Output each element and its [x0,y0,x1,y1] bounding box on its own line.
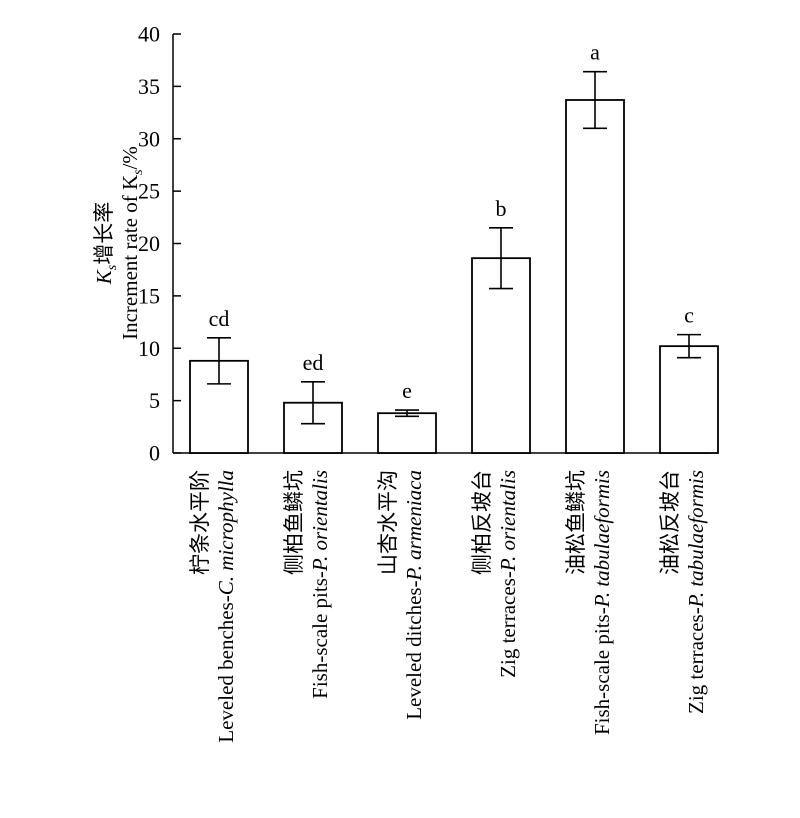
significance-label: b [496,196,507,221]
significance-label: ed [303,350,324,375]
axes [172,34,710,454]
category-label-en: Leveled ditches-P. armeniaca [402,470,426,720]
category-en-species: P. armeniaca [402,470,426,581]
significance-label: e [402,378,412,403]
category-label-en: Zig terraces-P. tabulaeformis [684,470,708,714]
y-tick-label: 25 [138,179,160,204]
y-tick-label: 30 [138,126,160,151]
y-title-k-sub: s [105,264,120,270]
category-label-zh: 侧柏反坡台 [470,470,494,575]
bars: cd ed e b a c [189,40,719,454]
bar [377,412,437,454]
y-title-en-suffix: /% [118,146,142,169]
y-axis-title: Ks增长率 Increment rate of Ks/% [92,146,146,340]
category-label-en: Leveled benches-C. microphylla [214,470,238,743]
y-tick-label: 5 [149,388,160,413]
bar [565,99,625,454]
category-label-zh: 油松鱼鳞坑 [564,470,588,575]
category-en-prefix: Leveled ditches- [402,580,426,719]
bar [659,345,719,454]
y-tick-label: 35 [138,74,160,99]
category-en-species: C. microphylla [214,470,238,595]
significance-label: cd [209,306,230,331]
y-title-zh: 增长率 [92,202,116,265]
y-title-en-sub: s [131,169,146,175]
category-en-prefix: Zig terraces- [684,607,708,714]
category-en-species: P. tabulaeformis [684,470,708,608]
y-axis-title-line1: Ks增长率 [92,202,120,285]
category-en-species: P. orientalis [496,470,520,572]
y-tick-label: 40 [138,22,160,47]
y-tick-label: 15 [138,283,160,308]
y-tick-label: 10 [138,336,160,361]
y-title-k: K [92,269,116,285]
category-en-species: P. tabulaeformis [590,470,614,608]
significance-label: a [590,40,600,65]
y-title-en-prefix: Increment rate of K [118,175,142,340]
category-label-en: Fish-scale pits-P. orientalis [308,470,332,699]
category-label-en: Fish-scale pits-P. tabulaeformis [590,470,614,735]
category-label-zh: 油松反坡台 [658,470,682,575]
category-en-prefix: Fish-scale pits- [308,571,332,699]
y-tick-label: 20 [138,231,160,256]
category-en-prefix: Zig terraces- [496,571,520,678]
y-axis-title-line2: Increment rate of Ks/% [118,146,146,340]
category-en-prefix: Leveled benches- [214,595,238,743]
category-label-en: Zig terraces-P. orientalis [496,470,520,678]
category-label-zh: 柠条水平阶 [188,470,212,575]
category-en-prefix: Fish-scale pits- [590,607,614,735]
y-tick-label: 0 [149,441,160,466]
category-en-species: P. orientalis [308,470,332,572]
significance-label: c [684,303,694,328]
category-label-zh: 侧柏鱼鳞坑 [282,470,306,575]
y-ticks: 0 5 10 15 20 25 30 35 40 [138,22,181,466]
category-label-zh: 山杏水平沟 [376,470,400,575]
